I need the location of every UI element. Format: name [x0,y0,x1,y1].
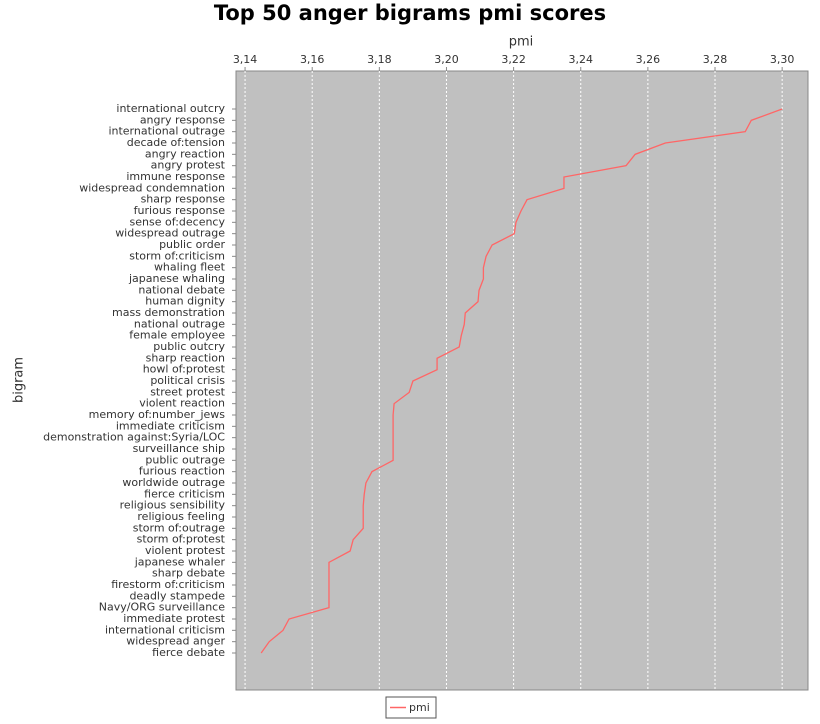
y-tick-label: storm of:protest [137,533,226,546]
y-tick-label: national debate [138,283,225,296]
y-tick-label: violent protest [145,544,226,557]
series-line [260,108,783,654]
y-tick-label: immune response [126,170,225,183]
y-tick-label: furious reaction [139,465,225,478]
y-tick-label: sharp response [141,193,226,206]
x-tick-label: 3,20 [434,53,459,66]
y-tick-label: japanese whaler [134,555,226,568]
y-tick-label: widespread anger [126,635,225,648]
y-tick-label: international criticism [105,623,225,636]
y-tick-label: religious sensibility [120,499,226,512]
y-tick-label: sharp debate [152,567,225,580]
y-tick-label: violent reaction [139,397,225,410]
y-tick-label: demonstration against:Syria/LOC [43,431,225,444]
y-tick-label: decade of:tension [127,136,225,149]
y-tick-label: howl of:protest [143,363,226,376]
y-tick-label: female employee [129,329,225,342]
y-tick-label: storm of:criticism [129,249,225,262]
x-tick-label: 3,28 [703,53,728,66]
y-tick-label: political crisis [150,374,225,387]
x-axis-label: pmi [509,35,534,50]
y-tick-label: widespread outrage [115,227,225,240]
y-tick-label: public outrage [145,453,225,466]
y-tick-label: firestorm of:criticism [111,578,225,591]
y-tick-label: sharp reaction [146,351,225,364]
y-axis-label: bigram [12,357,27,403]
y-tick-label: storm of:outrage [133,521,225,534]
x-tick-label: 3,18 [367,53,392,66]
y-tick-label: national outrage [134,317,225,330]
y-tick-label: japanese whaling [128,272,225,285]
y-tick-label: mass demonstration [112,306,225,319]
y-tick-label: surveillance ship [133,442,225,455]
x-tick-label: 3,22 [501,53,526,66]
x-tick-label: 3,26 [636,53,661,66]
y-tick-label: angry protest [151,159,226,172]
y-tick-label: furious response [134,204,226,217]
legend-box [385,696,437,719]
chart-title: Top 50 anger bigrams pmi scores [214,1,606,25]
y-tick-label: immediate protest [123,612,225,625]
y-tick-label: public outcry [153,340,225,353]
y-tick-label: international outrage [108,125,225,138]
legend: pmi [385,696,437,719]
y-tick-label: immediate criticism [116,419,225,432]
y-tick-label: angry response [140,113,225,126]
y-tick-label: religious feeling [137,510,225,523]
y-tick-label: international outcry [116,102,225,115]
y-tick-label: fierce debate [152,646,225,659]
y-tick-label: deadly stampede [129,589,225,602]
y-tick-label: sense of:decency [130,215,226,228]
x-tick-label: 3,16 [300,53,325,66]
y-tick-label: worldwide outrage [122,476,225,489]
y-tick-label: Navy/ORG surveillance [99,601,225,614]
y-tick-label: whaling fleet [154,261,226,274]
x-tick-label: 3,30 [770,53,795,66]
y-tick-label: fierce criticism [144,487,225,500]
y-tick-label: memory of:number_jews [89,408,226,421]
x-tick-label: 3,14 [233,53,258,66]
y-tick-label: street protest [150,385,225,398]
y-tick-label: angry reaction [145,147,225,160]
x-tick-label: 3,24 [568,53,593,66]
y-tick-label: widespread condemnation [79,181,225,194]
y-tick-label: human dignity [145,295,225,308]
plot-area [235,70,809,691]
y-tick-label: public order [159,238,225,251]
legend-label: pmi [409,701,430,714]
